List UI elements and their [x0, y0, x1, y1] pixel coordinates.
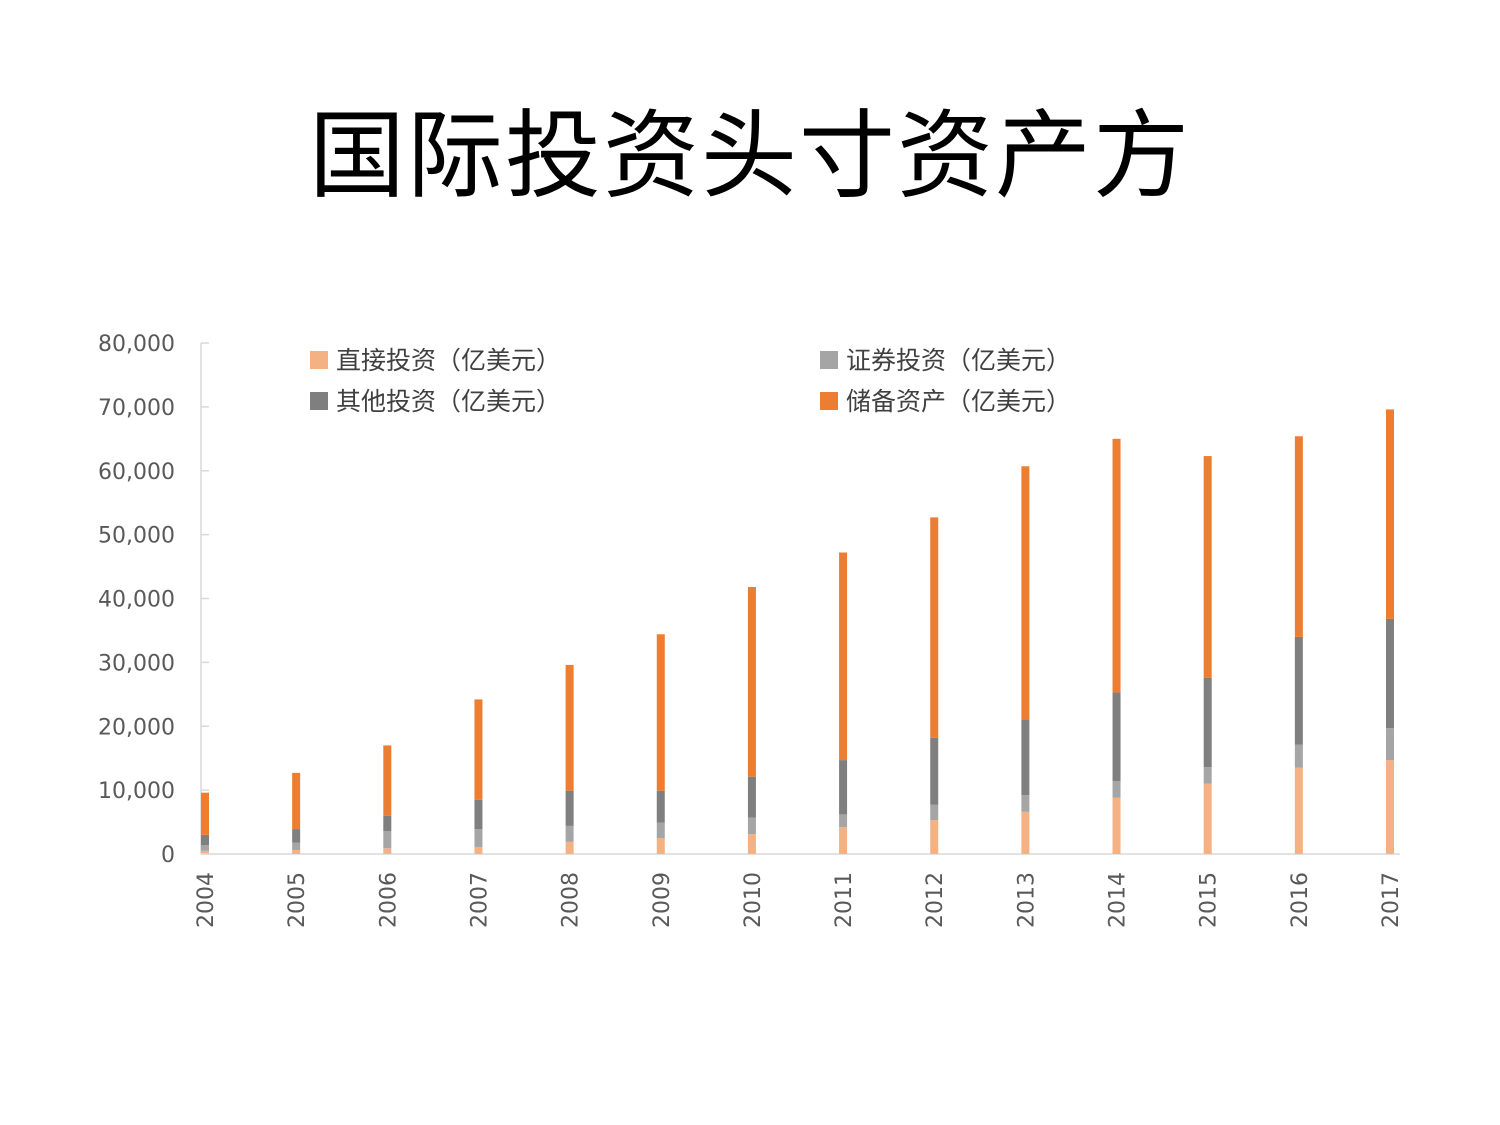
- bar-segment-2014-s1: [1112, 781, 1121, 798]
- bar-segment-2014-s2: [1112, 692, 1121, 782]
- bar-segment-2009-s2: [656, 790, 665, 823]
- x-tick-label: 2004: [194, 872, 219, 928]
- slide-title: 国际投资头寸资产方: [309, 100, 1191, 212]
- bar-segment-2008-s2: [565, 790, 574, 826]
- chart-axes: [200, 343, 1400, 855]
- bar-segment-2013-s0: [1021, 811, 1030, 854]
- bar-segment-2013-s3: [1021, 466, 1030, 720]
- bar-segment-2007-s3: [474, 699, 483, 800]
- bar-segment-2016-s1: [1294, 744, 1303, 768]
- bar-segment-2012-s1: [930, 804, 939, 821]
- x-tick-label: 2011: [832, 872, 857, 928]
- bar-segment-2012-s2: [930, 737, 939, 805]
- bar-segment-2014-s3: [1112, 438, 1121, 693]
- legend-label: 证券投资（亿美元）: [846, 346, 1071, 375]
- bar-segment-2016-s0: [1294, 767, 1303, 854]
- bar-segment-2004-s2: [201, 834, 209, 846]
- x-tick-label: 2007: [467, 872, 492, 928]
- bar-segment-2011-s3: [839, 552, 848, 761]
- bar-segment-2014-s0: [1112, 797, 1121, 854]
- bar-segment-2011-s2: [839, 760, 848, 815]
- bar-segment-2012-s0: [930, 820, 939, 854]
- legend-swatch: [310, 392, 328, 410]
- bar-segment-2013-s1: [1021, 795, 1030, 812]
- bar-segment-2017-s3: [1386, 409, 1394, 619]
- chart-legend: 直接投资（亿美元） 证券投资（亿美元） 其他投资（亿美元） 储备资产（亿美元）: [310, 346, 1071, 416]
- bar-segment-2013-s2: [1021, 719, 1030, 796]
- x-tick-label: 2010: [741, 872, 766, 928]
- bar-segment-2004-s0: [201, 850, 209, 854]
- bar-segment-2007-s1: [474, 829, 483, 847]
- bar-segment-2017-s1: [1386, 728, 1394, 761]
- y-tick-label: 40,000: [98, 588, 175, 613]
- legend-swatch: [820, 392, 838, 410]
- bar-segment-2006-s1: [383, 831, 392, 849]
- bar-segment-2008-s1: [565, 825, 574, 842]
- bar-segment-2011-s1: [839, 814, 848, 828]
- bar-segment-2004-s1: [201, 845, 209, 851]
- x-tick-label: 2014: [1106, 872, 1131, 928]
- bar-segment-2008-s3: [565, 664, 574, 791]
- bar-segment-2009-s3: [656, 634, 665, 791]
- bar-segment-2017-s2: [1386, 618, 1394, 729]
- bar-segment-2009-s1: [656, 822, 665, 839]
- bar-segment-2005-s1: [292, 842, 301, 851]
- bar-segment-2016-s2: [1294, 636, 1303, 745]
- legend-label: 其他投资（亿美元）: [336, 387, 561, 416]
- y-tick-label: 70,000: [98, 396, 175, 421]
- x-tick-label: 2012: [923, 872, 948, 928]
- bar-segment-2010-s2: [747, 776, 756, 818]
- x-axis-ticks: 2004 2005 2006 2007 2008 2009 2010 2011 2012 2013…: [194, 872, 1404, 928]
- bar-segment-2015-s2: [1203, 677, 1212, 768]
- y-axis-ticks: 0 10,000 20,000 30,000 40,000 50,000 60,000 70,…: [98, 332, 209, 868]
- bar-segment-2006-s0: [383, 848, 392, 854]
- x-tick-label: 2009: [650, 872, 675, 928]
- y-tick-label: 50,000: [98, 524, 175, 549]
- x-tick-label: 2016: [1288, 872, 1313, 928]
- y-tick-label: 60,000: [98, 460, 175, 485]
- bar-segment-2005-s3: [292, 772, 301, 830]
- bar-segment-2006-s2: [383, 815, 392, 832]
- bar-segment-2017-s0: [1386, 760, 1394, 854]
- bar-segment-2008-s0: [565, 841, 574, 854]
- x-tick-label: 2008: [559, 872, 584, 928]
- y-tick-label: 20,000: [98, 715, 175, 740]
- bar-segment-2009-s0: [656, 838, 665, 854]
- bar-segment-2006-s3: [383, 745, 392, 816]
- x-tick-label: 2017: [1379, 872, 1404, 928]
- bar-segment-2007-s2: [474, 799, 483, 830]
- bar-segment-2010-s0: [747, 834, 756, 854]
- bar-segment-2015-s0: [1203, 783, 1212, 854]
- bar-segment-2010-s1: [747, 817, 756, 835]
- bar-segment-2012-s3: [930, 517, 939, 738]
- bar-segment-2007-s0: [474, 846, 483, 854]
- legend-swatch: [310, 351, 328, 369]
- y-tick-label: 0: [161, 843, 175, 868]
- chart-bars: [201, 409, 1394, 854]
- y-tick-label: 10,000: [98, 779, 175, 804]
- bar-segment-2004-s3: [201, 792, 209, 835]
- bar-segment-2016-s3: [1294, 436, 1303, 637]
- legend-label: 直接投资（亿美元）: [336, 346, 561, 375]
- bar-segment-2005-s2: [292, 829, 301, 843]
- legend-swatch: [820, 351, 838, 369]
- x-tick-label: 2013: [1014, 872, 1039, 928]
- y-tick-label: 80,000: [98, 332, 175, 357]
- bar-segment-2005-s0: [292, 850, 301, 854]
- bar-segment-2015-s1: [1203, 767, 1212, 784]
- x-tick-label: 2006: [376, 872, 401, 928]
- x-tick-label: 2005: [285, 872, 310, 928]
- bar-segment-2010-s3: [747, 587, 756, 777]
- x-tick-label: 2015: [1197, 872, 1222, 928]
- bar-segment-2015-s3: [1203, 456, 1212, 678]
- y-tick-label: 30,000: [98, 651, 175, 676]
- legend-label: 储备资产（亿美元）: [846, 387, 1071, 416]
- bar-segment-2011-s0: [839, 827, 848, 854]
